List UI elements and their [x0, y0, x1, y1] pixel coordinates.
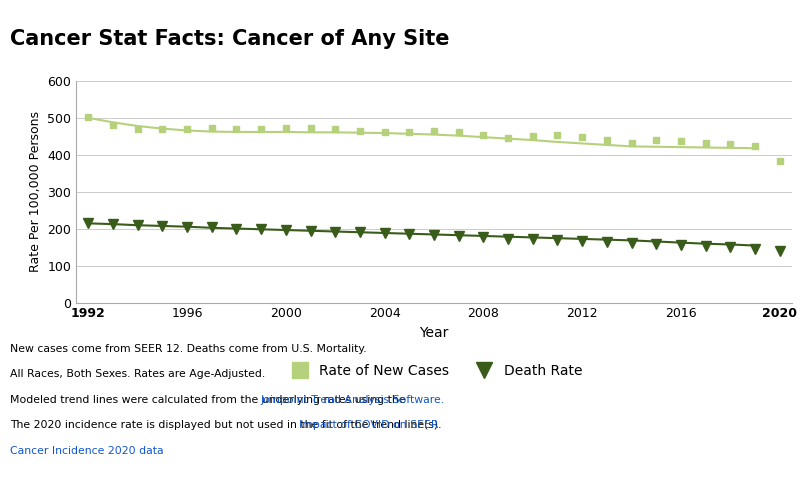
Text: Joinpoint Trend Analysis Software.: Joinpoint Trend Analysis Software.	[261, 395, 445, 405]
Legend: Rate of New Cases, Death Rate: Rate of New Cases, Death Rate	[281, 358, 587, 384]
Y-axis label: Rate Per 100,000 Persons: Rate Per 100,000 Persons	[29, 111, 42, 272]
Text: All Races, Both Sexes. Rates are Age-Adjusted.: All Races, Both Sexes. Rates are Age-Adj…	[10, 369, 266, 379]
Text: New cases come from SEER 12. Deaths come from U.S. Mortality.: New cases come from SEER 12. Deaths come…	[10, 344, 367, 354]
Text: Cancer Stat Facts: Cancer of Any Site: Cancer Stat Facts: Cancer of Any Site	[10, 29, 450, 49]
Text: The 2020 incidence rate is displayed but not used in the fit of the trend line(s: The 2020 incidence rate is displayed but…	[10, 420, 446, 430]
X-axis label: Year: Year	[419, 326, 449, 340]
Text: Impact of COVID on SEER: Impact of COVID on SEER	[299, 420, 438, 430]
Text: Cancer Incidence 2020 data: Cancer Incidence 2020 data	[10, 446, 164, 455]
Text: Modeled trend lines were calculated from the underlying rates using the: Modeled trend lines were calculated from…	[10, 395, 410, 405]
